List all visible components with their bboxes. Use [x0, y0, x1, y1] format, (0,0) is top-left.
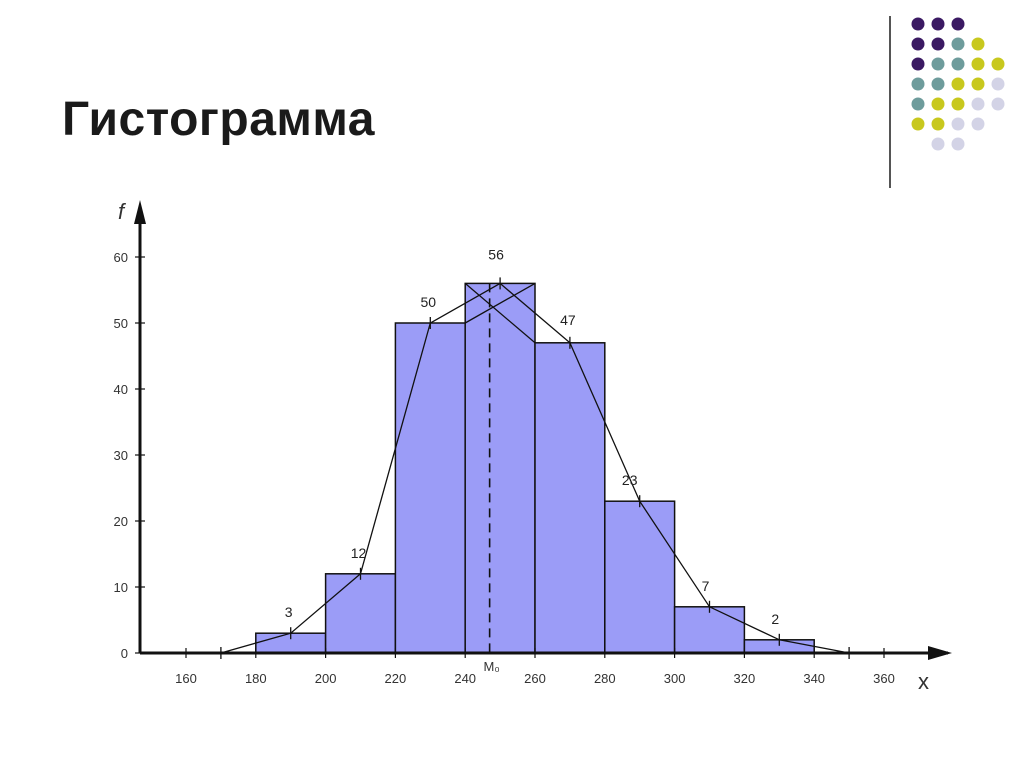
decorative-dot: [951, 37, 965, 51]
decorative-dot: [911, 117, 925, 131]
decorative-dot: [931, 37, 945, 51]
decorative-dot: [951, 57, 965, 71]
decorative-dot: [951, 117, 965, 131]
histogram-bar: [394, 322, 466, 654]
decorative-dot: [911, 57, 925, 71]
y-tick-label: 30: [114, 448, 128, 463]
slide-title: Гистограмма: [62, 93, 375, 146]
decorative-dot: [951, 77, 965, 91]
decorative-dot: [931, 117, 945, 131]
x-tick-label: 340: [803, 671, 825, 686]
y-axis-label: f: [118, 199, 127, 224]
histogram-bar: [673, 606, 746, 654]
decorative-dot: [931, 77, 945, 91]
y-tick-label: 40: [114, 382, 128, 397]
mode-construction-line: [464, 282, 536, 344]
decorative-dot: [911, 17, 925, 31]
data-label: 7: [702, 578, 710, 594]
histogram-bar: [464, 282, 536, 654]
y-tick-label: 10: [114, 580, 128, 595]
data-label: 50: [421, 294, 437, 310]
data-label: 56: [488, 246, 504, 262]
mode-label: M₀: [484, 659, 500, 674]
frequency-polygon: [220, 282, 850, 654]
y-tick-label: 20: [114, 514, 128, 529]
decorative-dot: [971, 117, 985, 131]
decorative-divider: [889, 16, 891, 188]
decorative-dot: [951, 97, 965, 111]
decorative-dot: [951, 17, 965, 31]
decorative-dot: [951, 137, 965, 151]
x-tick-label: 240: [454, 671, 476, 686]
data-label: 2: [771, 611, 779, 627]
data-label: 12: [351, 545, 367, 561]
data-label: 3: [285, 604, 293, 620]
x-axis-arrow: [928, 646, 952, 660]
data-label: 47: [560, 312, 576, 328]
x-tick-label: 260: [524, 671, 546, 686]
histogram-bar: [604, 500, 676, 654]
y-tick-label: 50: [114, 316, 128, 331]
histogram-bar: [534, 342, 606, 654]
decorative-dot: [991, 97, 1005, 111]
x-tick-label: 200: [315, 671, 337, 686]
data-label: 23: [622, 472, 638, 488]
x-tick-label: 320: [734, 671, 756, 686]
decorative-dot-grid: [911, 17, 1005, 151]
decorative-dot: [991, 57, 1005, 71]
decorative-dot: [931, 17, 945, 31]
decorative-dot: [991, 77, 1005, 91]
decorative-dot: [911, 77, 925, 91]
decorative-dot: [971, 97, 985, 111]
decorative-dot: [911, 37, 925, 51]
decorative-dot: [931, 97, 945, 111]
x-tick-label: 280: [594, 671, 616, 686]
histogram-bar: [324, 573, 397, 654]
mode-construction-line: [464, 282, 536, 324]
decorative-dot: [911, 97, 925, 111]
y-tick-label: 60: [114, 250, 128, 265]
x-tick-label: 180: [245, 671, 267, 686]
x-tick-label: 160: [175, 671, 197, 686]
decorative-dot: [931, 137, 945, 151]
x-tick-label: 220: [385, 671, 407, 686]
y-axis-arrow: [134, 200, 146, 224]
decorative-dot: [931, 57, 945, 71]
x-tick-label: 300: [664, 671, 686, 686]
decorative-dot: [971, 37, 985, 51]
x-axis-label: x: [918, 669, 929, 694]
decorative-dot: [971, 57, 985, 71]
x-tick-label: 360: [873, 671, 895, 686]
y-tick-label: 0: [121, 646, 128, 661]
decorative-dot: [971, 77, 985, 91]
